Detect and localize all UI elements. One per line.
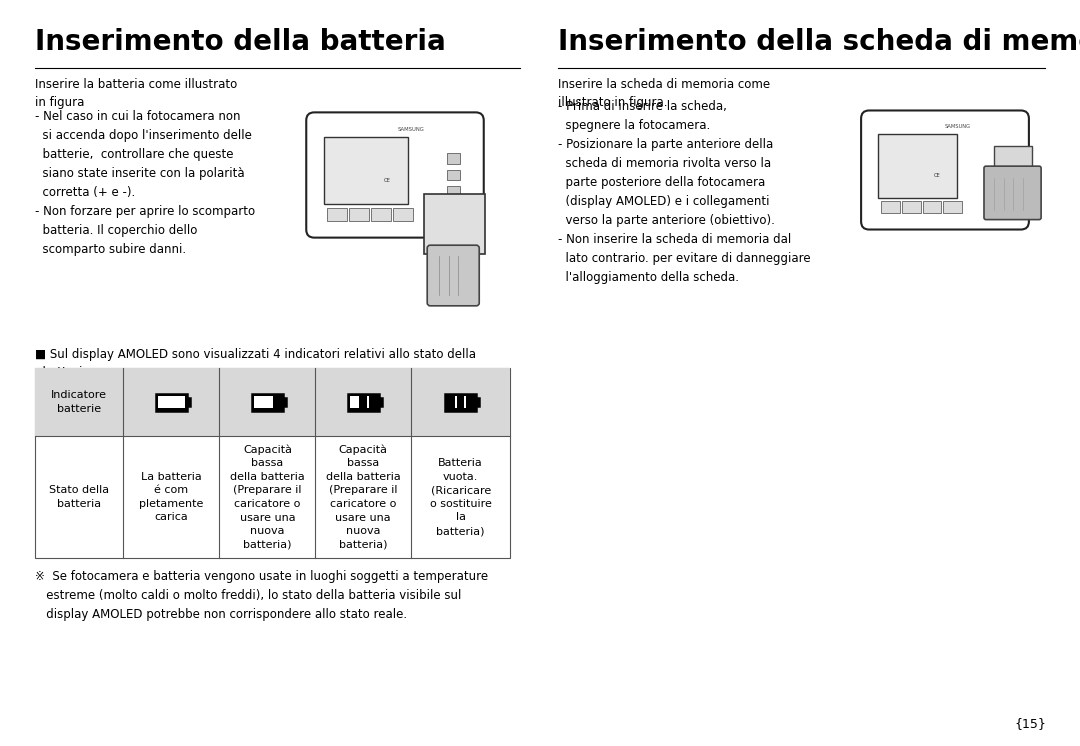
Text: - Prima di inserire la scheda,
  spegnere la fotocamera.
- Posizionare la parte : - Prima di inserire la scheda, spegnere … — [558, 100, 811, 284]
Bar — [393, 208, 414, 221]
Bar — [447, 395, 455, 408]
Text: ■ Sul display AMOLED sono visualizzati 4 indicatori relativi allo stato della
  : ■ Sul display AMOLED sono visualizzati 4… — [35, 348, 476, 379]
FancyBboxPatch shape — [861, 110, 1029, 230]
Bar — [324, 137, 408, 204]
Bar — [994, 165, 1005, 175]
Bar — [187, 398, 190, 406]
Text: SAMSUNG: SAMSUNG — [944, 125, 970, 129]
FancyBboxPatch shape — [428, 245, 480, 306]
Bar — [447, 186, 460, 197]
Bar — [445, 393, 476, 410]
Text: Indicatore
batterie: Indicatore batterie — [51, 390, 107, 413]
Bar — [252, 393, 283, 410]
Bar — [187, 398, 190, 406]
Bar — [348, 393, 379, 410]
Text: La batteria
é com
pletamente
carica: La batteria é com pletamente carica — [139, 471, 204, 522]
Bar — [350, 395, 357, 408]
Text: CE: CE — [383, 178, 390, 183]
Bar — [379, 398, 382, 406]
Bar — [167, 395, 175, 408]
Bar — [476, 398, 480, 406]
Bar — [264, 395, 271, 408]
Bar — [157, 393, 187, 410]
Text: Inserire la batteria come illustrato
in figura: Inserire la batteria come illustrato in … — [35, 78, 238, 109]
Bar — [944, 201, 962, 213]
FancyBboxPatch shape — [984, 166, 1041, 219]
Bar — [881, 201, 900, 213]
Text: SAMSUNG: SAMSUNG — [397, 127, 424, 131]
Bar — [254, 395, 261, 408]
Text: Capacità
bassa
della batteria
(Preparare il
caricatore o
usare una
nuova
batteri: Capacità bassa della batteria (Preparare… — [326, 444, 401, 550]
FancyBboxPatch shape — [307, 113, 484, 238]
Bar — [159, 395, 166, 408]
Bar — [902, 201, 921, 213]
Bar — [878, 134, 957, 198]
Bar — [349, 208, 369, 221]
Text: - Nel caso in cui la fotocamera non
  si accenda dopo l'inserimento delle
  batt: - Nel caso in cui la fotocamera non si a… — [35, 110, 255, 256]
Bar — [467, 395, 474, 408]
Text: Batteria
vuota.
(Ricaricare
o sostituire
la
batteria): Batteria vuota. (Ricaricare o sostituire… — [430, 458, 491, 536]
Bar — [994, 146, 1031, 186]
Bar — [424, 193, 485, 254]
Bar — [159, 395, 185, 408]
Bar — [457, 395, 464, 408]
Bar — [369, 395, 377, 408]
Bar — [35, 368, 510, 436]
Bar — [177, 395, 185, 408]
Text: CE: CE — [934, 172, 941, 178]
Text: Capacità
bassa
della batteria
(Preparare il
caricatore o
usare una
nuova
batteri: Capacità bassa della batteria (Preparare… — [230, 444, 305, 550]
Text: Inserimento della scheda di memoria: Inserimento della scheda di memoria — [558, 28, 1080, 56]
Bar — [360, 395, 367, 408]
Bar — [372, 208, 391, 221]
Bar — [327, 208, 347, 221]
Bar — [283, 398, 286, 406]
Text: Inserimento della batteria: Inserimento della batteria — [35, 28, 446, 56]
Bar — [922, 201, 942, 213]
Bar — [447, 153, 460, 164]
Bar — [447, 169, 460, 181]
Bar — [254, 395, 281, 408]
Bar — [379, 398, 382, 406]
Text: Inserire la scheda di memoria come
illustrato in figura.: Inserire la scheda di memoria come illus… — [558, 78, 770, 109]
Bar — [994, 149, 1005, 160]
Bar — [350, 395, 377, 408]
Text: ※  Se fotocamera e batteria vengono usate in luoghi soggetti a temperature
   es: ※ Se fotocamera e batteria vengono usate… — [35, 570, 488, 621]
Text: {15}: {15} — [1014, 718, 1045, 730]
Bar — [35, 368, 510, 558]
Text: Stato della
batteria: Stato della batteria — [50, 486, 109, 509]
Bar — [273, 395, 281, 408]
Bar — [476, 398, 480, 406]
Bar — [447, 395, 474, 408]
Bar — [283, 398, 286, 406]
Bar — [994, 181, 1005, 191]
